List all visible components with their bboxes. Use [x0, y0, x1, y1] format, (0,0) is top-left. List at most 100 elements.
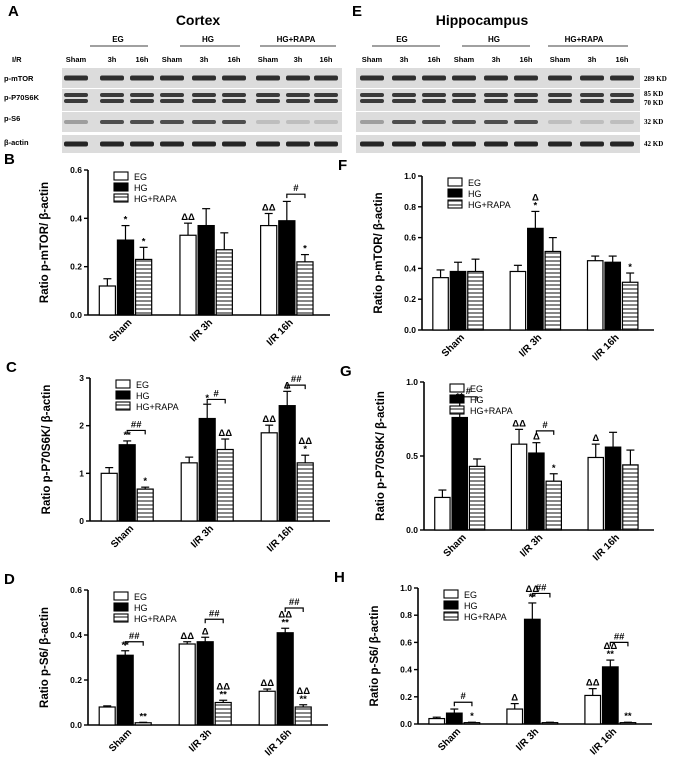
y-tick-label: 0.2	[404, 294, 416, 304]
bar-hg	[445, 712, 463, 725]
legend-swatch	[447, 177, 463, 187]
blot-band	[222, 120, 246, 124]
significance-mark: ΔΔ	[296, 686, 310, 697]
significance-bracket	[206, 398, 226, 404]
lane-label: Sham	[362, 55, 383, 64]
kd-label: 85 KD	[644, 90, 663, 98]
significance-mark: Δ	[532, 192, 539, 203]
blot-band	[256, 99, 280, 103]
bar-eg	[260, 432, 278, 522]
significance-mark: ΔΔ	[512, 418, 526, 429]
blot-band	[222, 141, 246, 147]
bar-hgrapa	[134, 722, 152, 726]
y-tick-label: 0.8	[404, 202, 416, 212]
x-tick-label: Sham	[107, 727, 134, 754]
bar-hgrapa	[296, 462, 314, 522]
blot-band	[130, 75, 154, 81]
blot-band	[484, 93, 508, 97]
significance-bracket	[531, 592, 551, 598]
blot-band	[130, 99, 154, 103]
lane-label: 3h	[588, 55, 597, 64]
bar-hg	[198, 417, 216, 522]
blot-band	[222, 99, 246, 103]
panel-letter: F	[338, 157, 347, 174]
blot-band	[64, 93, 88, 97]
blot-band	[314, 141, 338, 147]
significance-mark: Δ	[202, 626, 209, 637]
y-axis-label: Ratio p-P70S6K/ β-actin	[41, 385, 53, 515]
legend-label: HG+RAPA	[464, 612, 507, 622]
y-tick-label: 1.0	[406, 377, 418, 387]
bar-eg	[586, 260, 604, 331]
bar-hg	[527, 227, 544, 331]
significance-mark: *	[205, 393, 209, 404]
blot-band	[256, 93, 280, 97]
blot-panel-cortex: A Cortex EG HG HG+RAPA I/R Sham 3h 16h S…	[4, 3, 342, 153]
bar-hg	[197, 224, 215, 316]
x-tick-label: I/R 16h	[265, 317, 296, 348]
significance-mark: *	[142, 236, 146, 247]
blot-band	[452, 141, 476, 147]
x-tick-label: I/R 16h	[591, 332, 622, 363]
significance-mark: **	[607, 649, 615, 660]
y-tick-label: 0.2	[70, 675, 82, 685]
y-tick-label: 3	[79, 373, 84, 383]
blot-band	[286, 99, 310, 103]
bar-hgrapa	[541, 722, 559, 725]
blot-band	[514, 141, 538, 147]
bracket-label: ##	[129, 631, 140, 642]
x-tick-label: I/R 16h	[263, 727, 294, 758]
bar-hgrapa	[622, 464, 639, 531]
blot-band	[392, 75, 416, 81]
x-tick-label: I/R 16h	[588, 726, 619, 757]
blot-band	[514, 75, 538, 81]
bar-eg	[180, 462, 198, 522]
lane-label: Sham	[454, 55, 475, 64]
blot-band	[514, 120, 538, 124]
significance-bracket	[286, 384, 306, 390]
bar-hgrapa	[294, 706, 312, 726]
significance-mark: *	[143, 476, 147, 487]
y-axis-label: Ratio p-mTOR/ β-actin	[39, 182, 51, 303]
y-tick-label: 0.0	[406, 525, 418, 535]
blot-band	[548, 120, 572, 124]
significance-mark: Δ	[511, 693, 518, 704]
bar-hg	[116, 654, 134, 726]
group-header-eg: EG	[112, 35, 124, 44]
legend-swatch	[113, 182, 129, 192]
legend-label: HG+RAPA	[136, 402, 179, 412]
group-header-hg: HG	[488, 35, 500, 44]
bar-hg	[449, 270, 467, 331]
bar-hg	[196, 641, 214, 726]
bracket-label: ##	[289, 597, 300, 608]
significance-bracket	[609, 641, 629, 647]
blot-band	[160, 93, 184, 97]
significance-mark: **	[299, 694, 307, 705]
legend-swatch	[447, 199, 463, 209]
y-tick-label: 0.2	[70, 262, 82, 272]
x-tick-label: I/R 16h	[265, 523, 296, 554]
y-tick-label: 2	[79, 421, 84, 431]
significance-mark: ΔΔ	[603, 641, 617, 652]
lane-label: 3h	[294, 55, 303, 64]
legend-swatch	[449, 405, 465, 415]
significance-mark: Δ	[592, 433, 599, 444]
blot-band	[192, 99, 216, 103]
y-tick-label: 1.0	[400, 583, 412, 593]
blot-band	[222, 75, 246, 81]
significance-bracket	[535, 430, 555, 435]
bar-hgrapa	[214, 701, 232, 726]
blot-band	[484, 120, 508, 124]
blot-band	[100, 120, 124, 124]
blot-band	[256, 120, 280, 124]
y-tick-label: 0.6	[400, 637, 412, 647]
lane-label: 3h	[492, 55, 501, 64]
blot-band	[64, 75, 88, 81]
blot-band	[192, 93, 216, 97]
legend-swatch	[447, 188, 463, 198]
legend-label: EG	[470, 384, 483, 394]
legend-swatch	[113, 613, 129, 623]
blot-band	[256, 75, 280, 81]
